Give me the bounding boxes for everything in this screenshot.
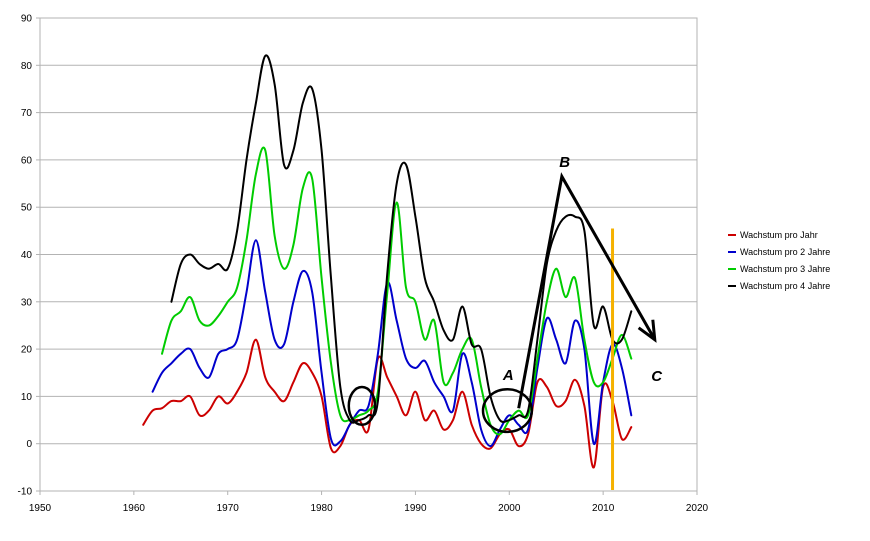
arrowhead — [637, 319, 657, 343]
y-tick-label: 80 — [21, 61, 33, 72]
axes — [36, 17, 698, 495]
legend-item-series-4: Wachstum pro 4 Jahre — [728, 277, 830, 294]
legend-item-series-1: Wachstum pro Jahr — [728, 226, 830, 243]
legend-swatch — [728, 267, 736, 270]
legend-swatch — [728, 284, 736, 287]
series-line-1 — [142, 338, 633, 469]
highlight-circle-1 — [347, 385, 377, 427]
series-line-3 — [161, 146, 633, 436]
tick-labels: -10 0 10 20 30 40 50 60 70 80 90 1950 1960 1970 1980 19… — [18, 14, 709, 515]
y-tick-label: 40 — [21, 250, 33, 261]
y-tick-label: 10 — [21, 392, 33, 403]
y-tick-label: 70 — [21, 108, 33, 119]
legend-label: Wachstum pro 4 Jahre — [740, 280, 831, 291]
y-tick-label: 0 — [26, 439, 32, 450]
y-tick-label: -10 — [18, 487, 33, 498]
y-tick-label: 90 — [21, 14, 33, 25]
annotation-label-a: A — [502, 367, 514, 384]
x-tick-label: 1950 — [29, 503, 52, 514]
x-tick-label: 1960 — [123, 503, 146, 514]
x-tick-label: 2010 — [592, 503, 615, 514]
trend-arrow — [517, 172, 657, 409]
y-tick-label: 30 — [21, 297, 33, 308]
y-tick-label: 60 — [21, 155, 33, 166]
x-tick-label: 1980 — [310, 503, 333, 514]
x-tick-label: 2020 — [686, 503, 709, 514]
plot-area-frame — [39, 17, 698, 492]
annotation-label-c: C — [651, 368, 663, 385]
y-tick-label: 20 — [21, 345, 33, 356]
legend-swatch — [728, 233, 736, 236]
legend-label: Wachstum pro 2 Jahre — [740, 246, 831, 257]
legend-item-series-3: Wachstum pro 3 Jahre — [728, 260, 830, 277]
x-tick-label: 1970 — [217, 503, 240, 514]
highlight-circle-2 — [481, 388, 534, 434]
x-tick-label: 2000 — [498, 503, 521, 514]
legend: Wachstum pro Jahr Wachstum pro 2 Jahre W… — [728, 226, 830, 294]
annotation-label-b: B — [559, 154, 570, 171]
series-line-4 — [170, 54, 633, 424]
legend-label: Wachstum pro Jahr — [740, 229, 818, 240]
legend-label: Wachstum pro 3 Jahre — [740, 263, 831, 274]
y-tick-label: 50 — [21, 203, 33, 214]
series-lines — [142, 54, 633, 469]
series-line-2 — [151, 239, 633, 448]
legend-swatch — [728, 250, 736, 253]
x-tick-label: 1990 — [404, 503, 427, 514]
annotations-overlay: A B C — [347, 154, 663, 491]
legend-item-series-2: Wachstum pro 2 Jahre — [728, 243, 830, 260]
